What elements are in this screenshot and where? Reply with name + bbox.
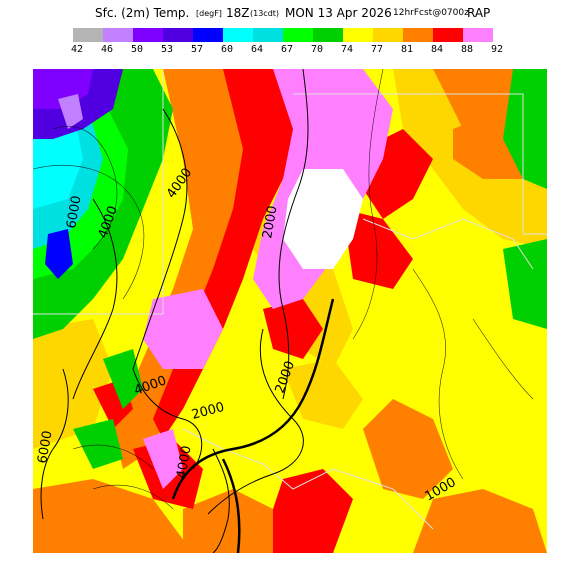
border-state-nw: [33, 69, 164, 315]
border-state-river: [362, 218, 534, 270]
legend-swatch: [283, 28, 313, 42]
title-label: Sfc. (2m) Temp.: [95, 6, 190, 20]
region-red-s: [273, 469, 353, 553]
legend-tick-label: 46: [100, 44, 114, 55]
legend-tick-label: 74: [340, 44, 354, 55]
legend-swatch: [403, 28, 433, 42]
contour-line-2000-a: [278, 69, 309, 400]
contour-thin-a: [33, 164, 145, 300]
contour-line-1000: [212, 448, 230, 553]
legend-tick-label: 70: [310, 44, 324, 55]
contour-thin-d: [412, 268, 464, 480]
contour-label: 6000: [35, 429, 56, 464]
title-run-info: 12hrFcst@0700z: [393, 8, 469, 18]
contour-thin-f: [72, 444, 154, 470]
legend-tick-label: 77: [370, 44, 384, 55]
legend-swatch: [73, 28, 103, 42]
legend-tick-label: 92: [490, 44, 504, 55]
contour-thin-g: [92, 484, 174, 510]
legend-tick-label: 88: [460, 44, 474, 55]
bold-contours: [171, 298, 335, 553]
contour-thin-e: [472, 318, 534, 400]
contour-line-2000-b: [207, 328, 304, 515]
region-lavender-nw: [58, 94, 83, 129]
region-orange-se2: [413, 489, 547, 553]
region-green-sw: [103, 349, 143, 409]
legend-tick-label: 42: [70, 44, 84, 55]
legend-tick-label: 64: [250, 44, 264, 55]
chart-title: Sfc. (2m) Temp. [degF] 18Z (13cdt) MON 1…: [0, 6, 579, 24]
title-units: [degF]: [196, 9, 222, 18]
contour-line-4000-a: [132, 108, 188, 370]
region-gold-w: [33, 319, 113, 449]
legend-swatch: [253, 28, 283, 42]
contour-bold-a: [171, 298, 335, 500]
legend-swatch: [163, 28, 193, 42]
title-valid-date: MON 13 Apr 2026: [285, 6, 392, 20]
legend-tick-labels: 42 46 50 53 57 60 64 67 70 74 77 81 84 88 92: [0, 44, 579, 58]
region-red-center: [343, 209, 413, 289]
contour-label: 6000: [64, 194, 85, 229]
title-valid-hour: 18Z: [226, 6, 250, 20]
legend-tick-label: 81: [400, 44, 414, 55]
contour-thin-b: [52, 126, 118, 250]
region-orange-se: [363, 399, 453, 499]
region-green-e: [503, 239, 547, 329]
contour-line-4000-b: [72, 198, 118, 400]
legend-swatch: [103, 28, 133, 42]
contour-bold-b: [221, 458, 241, 553]
legend-swatch: [133, 28, 163, 42]
region-white-max: [283, 169, 363, 269]
region-green-sw2: [73, 419, 123, 469]
region-red-c2: [263, 299, 323, 359]
legend-tick-label: 60: [220, 44, 234, 55]
legend-tick-label: 53: [160, 44, 174, 55]
legend-swatch: [373, 28, 403, 42]
region-gold-s: [283, 359, 363, 429]
contour-line-6000-a: [40, 368, 69, 520]
title-model: RAP: [467, 6, 491, 20]
legend-swatch: [193, 28, 223, 42]
legend-swatch: [313, 28, 343, 42]
region-pink-sw: [143, 429, 183, 489]
region-orange-sw: [33, 479, 193, 553]
contour-thin-c: [352, 69, 384, 340]
contour-label: 4000: [174, 444, 195, 479]
region-blue-w: [45, 229, 73, 279]
title-valid-local: (13cdt): [250, 9, 280, 18]
contour-label: 2000: [260, 204, 281, 239]
border-state-s: [182, 428, 434, 530]
contour-line-4000-c: [132, 368, 203, 470]
legend-tick-label: 50: [130, 44, 144, 55]
legend-tick-label: 84: [430, 44, 444, 55]
legend-swatch: [433, 28, 463, 42]
region-green-ne: [503, 69, 547, 189]
map-svg: 6000 4000 4000 2000 2000 4000 2000 6000 …: [33, 69, 547, 553]
legend-tick-label: 67: [280, 44, 294, 55]
border-state-ne: [293, 93, 547, 235]
legend-swatch: [463, 28, 493, 42]
thin-contours: [33, 69, 534, 510]
legend-swatch: [343, 28, 373, 42]
region-orange-s: [183, 489, 283, 553]
legend-tick-label: 57: [190, 44, 204, 55]
terrain-contours: [40, 69, 309, 553]
temperature-map: 6000 4000 4000 2000 2000 4000 2000 6000 …: [33, 69, 547, 553]
legend-swatch: [223, 28, 253, 42]
